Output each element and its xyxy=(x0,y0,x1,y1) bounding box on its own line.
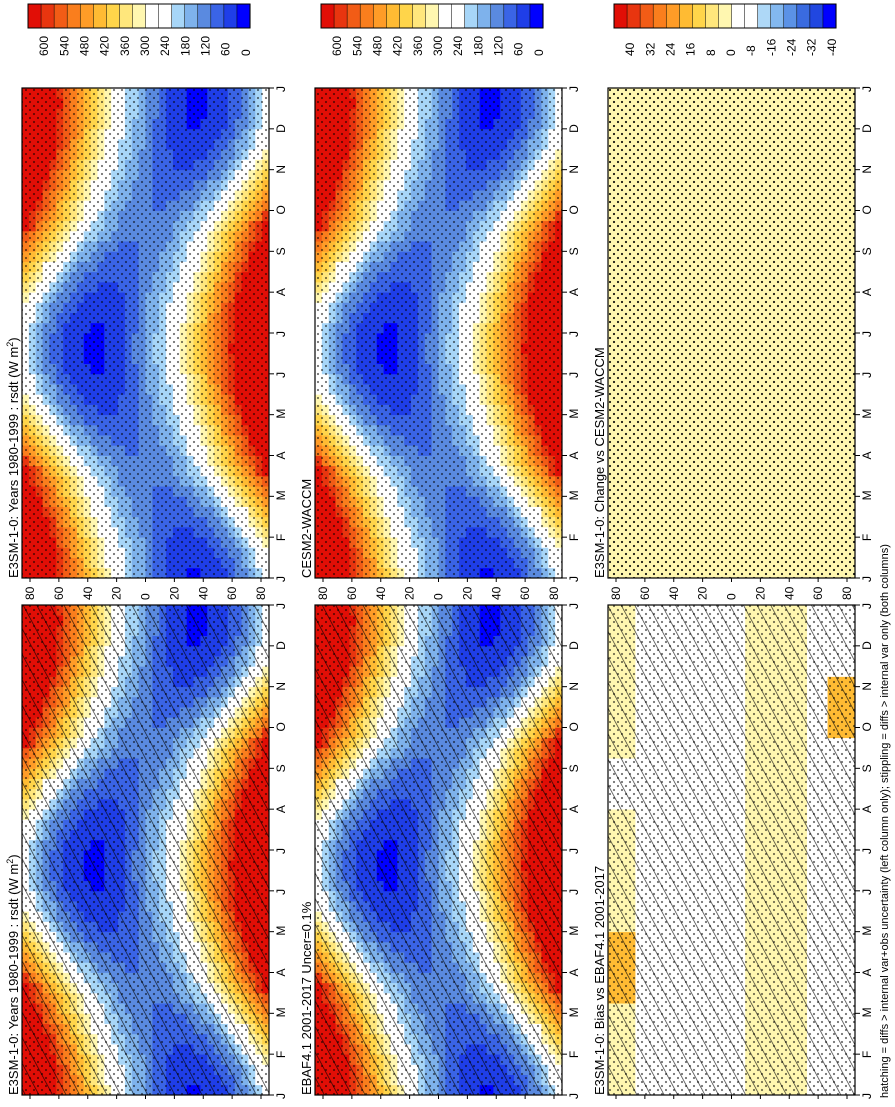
panel-title: E3SM-1-0: Years 1980-1999 : rsdt (W m2) xyxy=(5,854,21,1095)
month-tick-label: J xyxy=(567,1093,581,1099)
panel-left-top: JFMAMJJASONDJ80604020020406080E3SM-1-0: … xyxy=(5,520,288,1102)
month-tick-label: O xyxy=(567,722,581,731)
month-tick-label: A xyxy=(274,968,288,976)
month-tick-label: M xyxy=(567,1007,581,1017)
month-tick-label: N xyxy=(567,682,581,691)
month-tick-label: S xyxy=(274,764,288,772)
month-tick-label: A xyxy=(567,805,581,813)
month-tick-label: J xyxy=(274,848,288,854)
month-tick-label: J xyxy=(274,889,288,895)
month-tick-label: J xyxy=(274,1093,288,1099)
month-tick-label: F xyxy=(274,1051,288,1058)
panel-left-bottom: JFMAMJJASONDJ80604020020406080E3SM-1-0: … xyxy=(592,520,874,1102)
month-tick-label: N xyxy=(274,682,288,691)
panel-left-middle: JFMAMJJASONDJ80604020020406080EBAF4.1 20… xyxy=(299,520,581,1102)
hatching-overlay xyxy=(315,605,562,1095)
month-tick-label: J xyxy=(274,603,288,609)
month-tick-label: A xyxy=(274,805,288,813)
month-tick-label: M xyxy=(567,926,581,936)
month-tick-label: J xyxy=(567,848,581,854)
month-tick-label: O xyxy=(274,722,288,731)
panel-title: EBAF4.1 2001-2017 Uncer=0.1% xyxy=(299,901,314,1095)
month-tick-label: A xyxy=(567,968,581,976)
month-tick-label: F xyxy=(567,1051,581,1058)
month-tick-label: M xyxy=(274,1007,288,1017)
month-tick-label: D xyxy=(274,641,288,650)
month-tick-label: J xyxy=(567,889,581,895)
month-tick-label: S xyxy=(567,764,581,772)
month-tick-label: J xyxy=(567,603,581,609)
hatching-overlay xyxy=(22,605,269,1095)
month-tick-label: M xyxy=(274,926,288,936)
month-tick-label: D xyxy=(567,641,581,650)
